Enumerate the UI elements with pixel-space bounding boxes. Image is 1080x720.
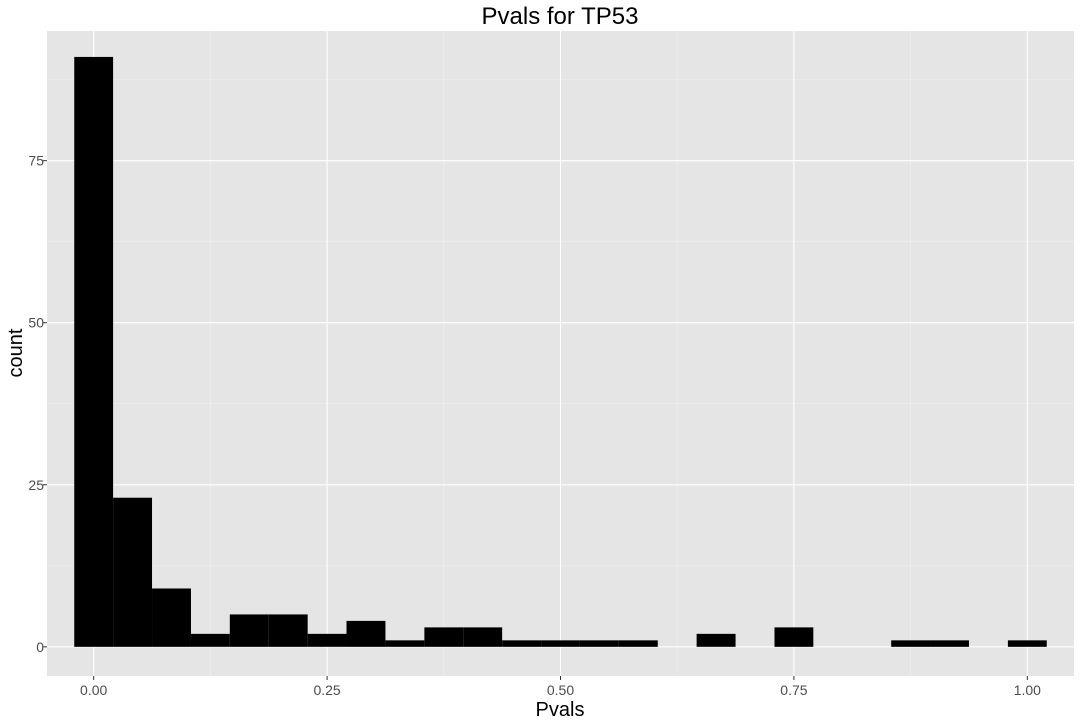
y-tick-label: 0 <box>36 639 44 655</box>
histogram-bar <box>579 640 619 647</box>
histogram-bar <box>268 614 308 647</box>
histogram-bar <box>190 633 230 647</box>
histogram-bar <box>307 633 347 647</box>
histogram-bars <box>74 56 1047 647</box>
x-tick-label: 0.50 <box>547 682 574 698</box>
histogram-bar <box>74 56 114 647</box>
y-axis: 0 25 50 75 <box>28 153 47 655</box>
histogram-bar <box>385 640 425 647</box>
x-tick-label: 0.75 <box>780 682 807 698</box>
y-tick-label: 75 <box>28 153 44 169</box>
histogram-bar <box>152 588 191 647</box>
histogram-bar <box>113 497 153 647</box>
y-axis-title: count <box>5 328 27 377</box>
chart-title: Pvals for TP53 <box>482 3 639 30</box>
histogram-bar <box>541 640 580 647</box>
x-axis-title: Pvals <box>536 699 585 720</box>
x-tick-label: 1.00 <box>1014 682 1041 698</box>
y-tick-label: 50 <box>28 315 44 331</box>
histogram-bar <box>424 627 464 647</box>
x-axis: 0.00 0.25 0.50 0.75 1.00 <box>80 676 1041 698</box>
histogram-bar <box>891 640 931 647</box>
histogram-bar <box>696 633 736 647</box>
y-tick-label: 25 <box>28 477 44 493</box>
histogram-bar <box>463 627 503 647</box>
histogram-bar <box>930 640 969 647</box>
histogram-bar <box>229 614 269 647</box>
x-tick-label: 0.25 <box>313 682 340 698</box>
histogram-bar <box>774 627 814 647</box>
histogram-bar <box>1007 640 1047 647</box>
histogram-bar <box>618 640 658 647</box>
histogram-bar <box>346 620 386 647</box>
x-tick-label: 0.00 <box>80 682 107 698</box>
histogram-bar <box>502 640 542 647</box>
